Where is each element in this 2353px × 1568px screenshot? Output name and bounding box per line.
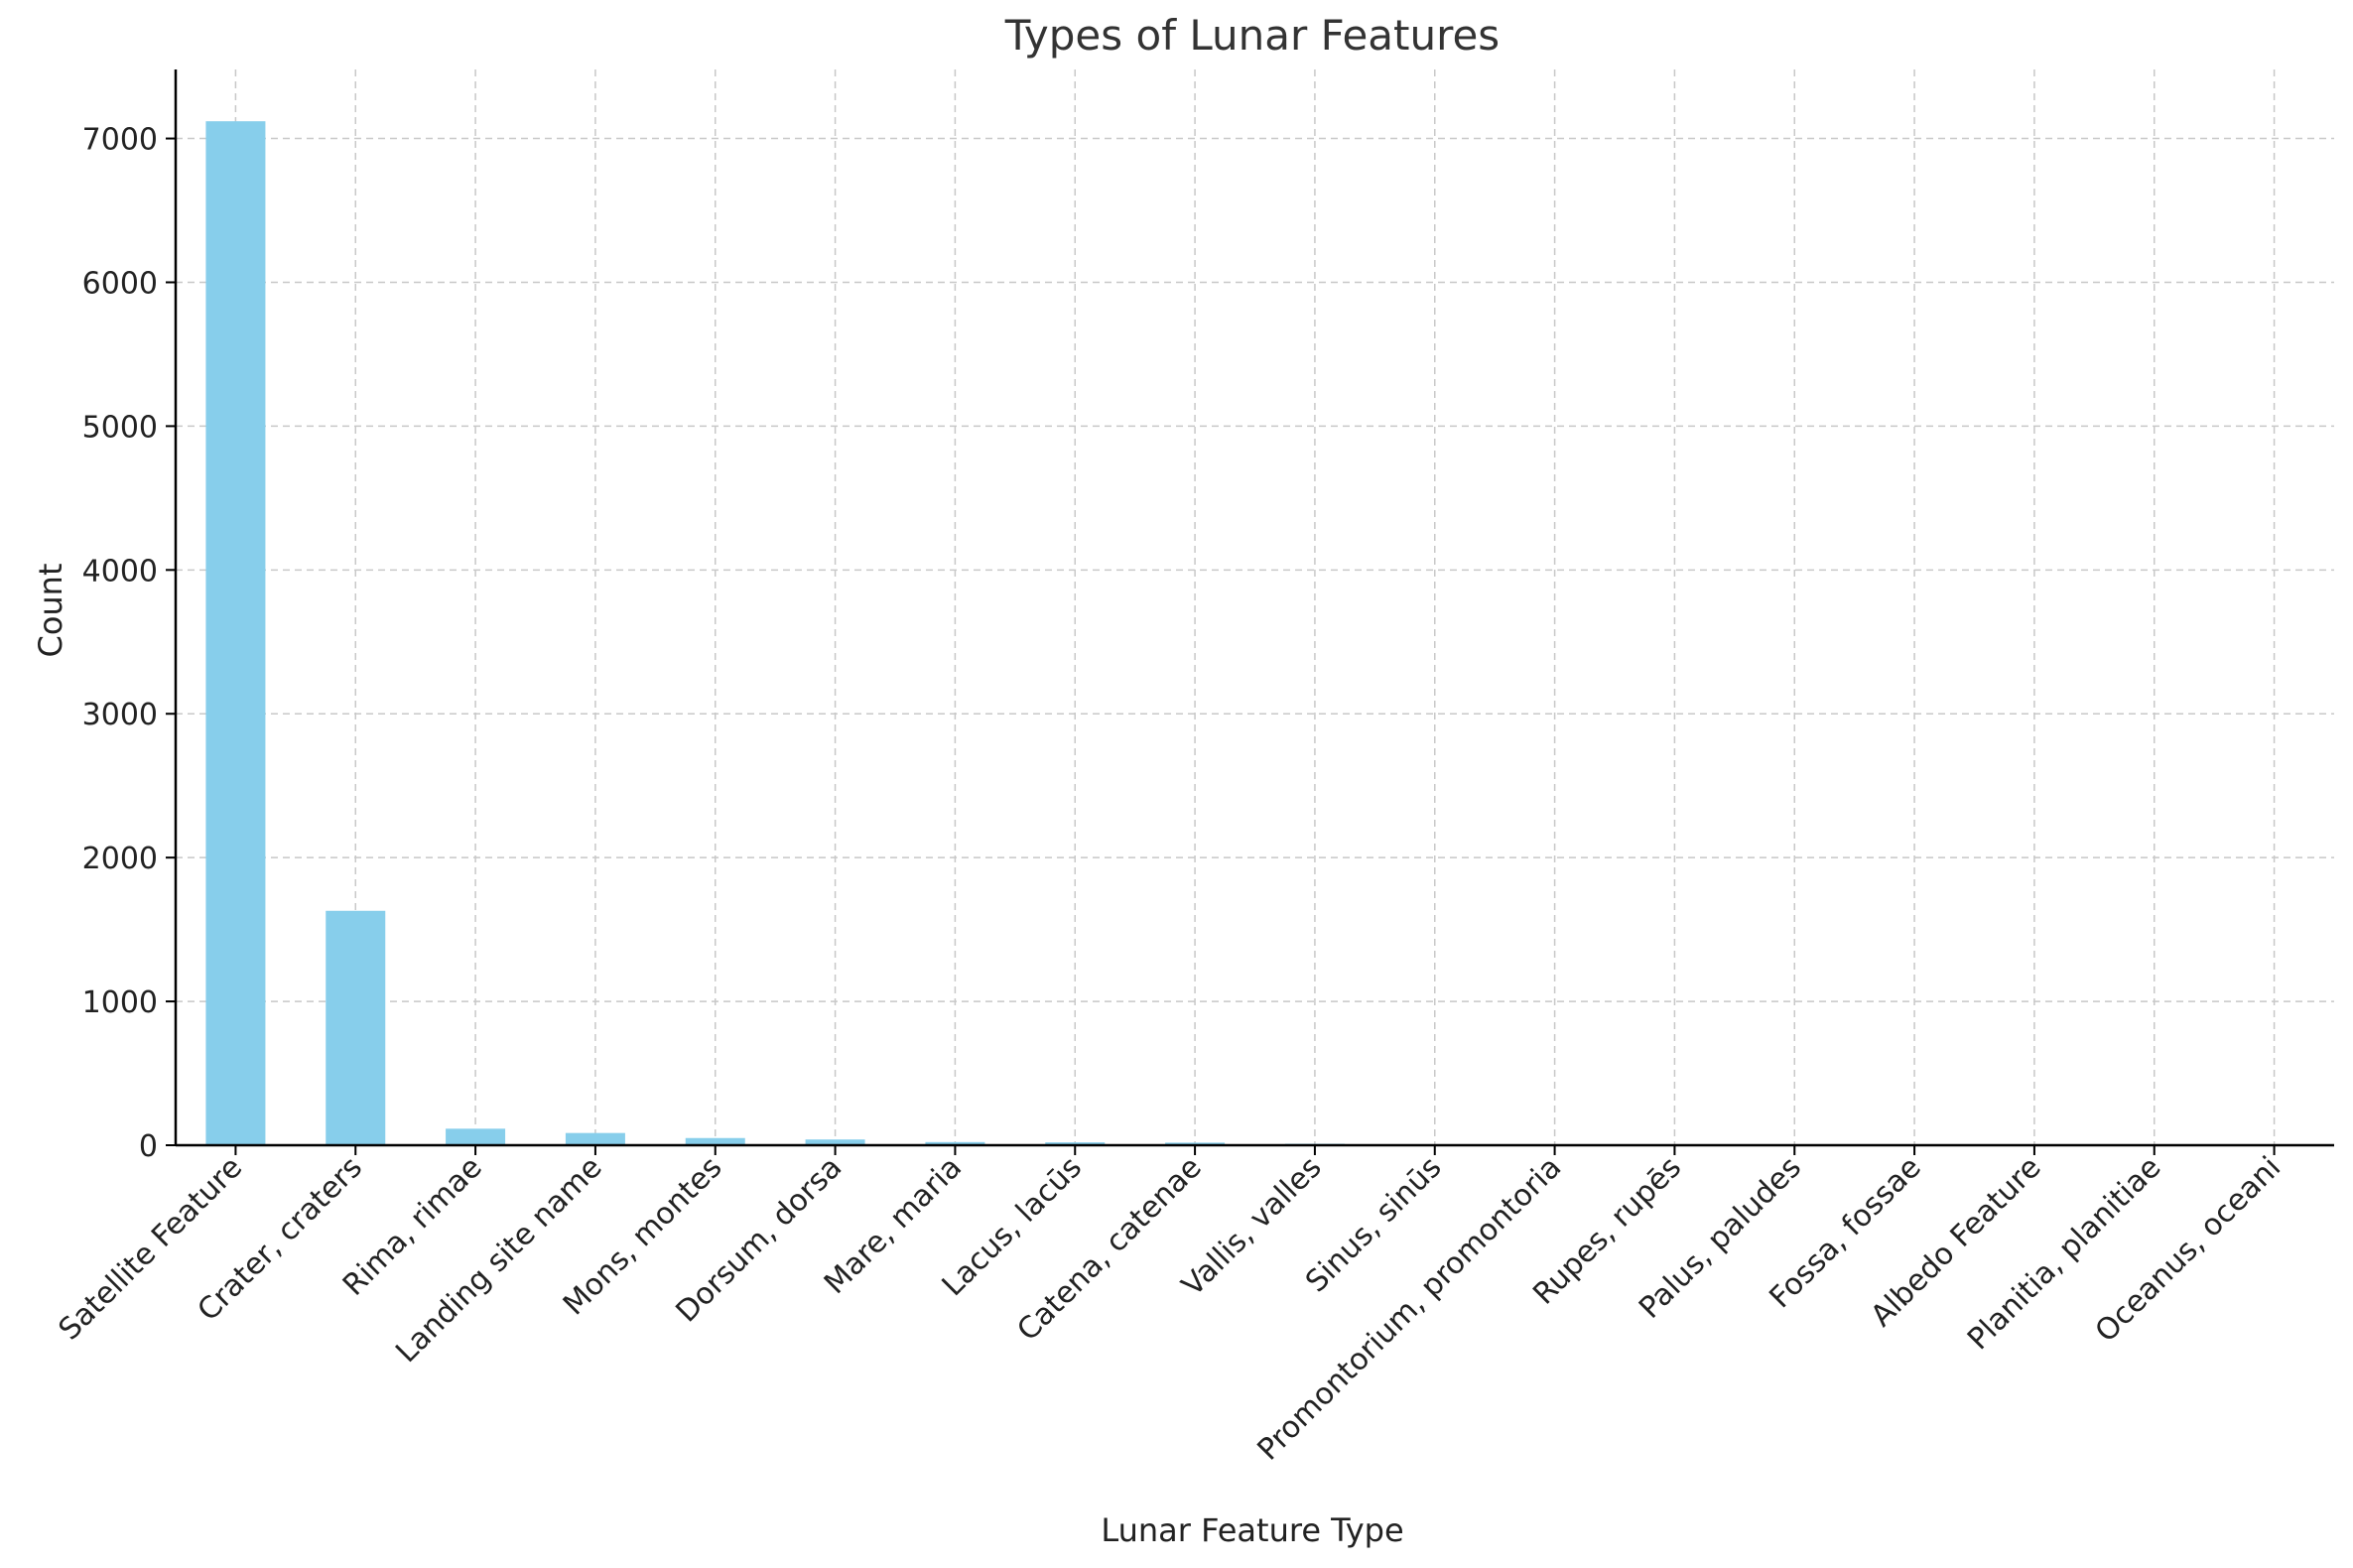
y-tick-label: 5000 (82, 410, 158, 445)
y-tick-label: 0 (139, 1129, 158, 1164)
bar (685, 1137, 745, 1145)
bar (205, 121, 266, 1145)
bar (326, 910, 386, 1145)
bar (446, 1128, 506, 1145)
bar (805, 1139, 865, 1145)
y-tick-label: 1000 (82, 985, 158, 1020)
y-axis-label: Count (32, 563, 69, 657)
chart-title: Types of Lunar Features (1004, 11, 1500, 60)
y-tick-label: 6000 (82, 266, 158, 301)
y-tick-label: 4000 (82, 554, 158, 588)
y-tick-label: 2000 (82, 842, 158, 876)
x-tick-label: Landing site name (389, 1150, 608, 1370)
y-tick-label: 7000 (82, 123, 158, 158)
bar (565, 1132, 625, 1145)
bar (925, 1141, 985, 1145)
bar (1165, 1142, 1226, 1145)
x-axis-label: Lunar Feature Type (1101, 1511, 1403, 1549)
y-tick-label: 3000 (82, 698, 158, 732)
bar (1045, 1142, 1106, 1145)
